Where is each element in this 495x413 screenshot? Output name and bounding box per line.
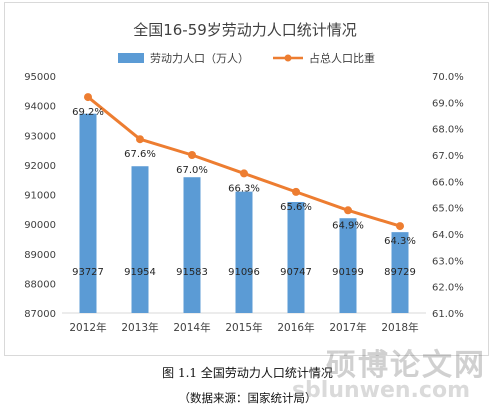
bar-data-label: 91954: [124, 267, 156, 278]
chart-frame: 全国16-59岁劳动力人口统计情况劳动力人口（万人） 占总人口比重 87000 880…: [4, 2, 489, 356]
legend-label-bars: 劳动力人口（万人）: [150, 52, 249, 65]
bar-data-label: 91096: [228, 267, 260, 278]
ratio-data-label: 67.6%: [124, 149, 156, 160]
bar-data-label: 91583: [176, 267, 208, 278]
legend-swatch-bars: [118, 53, 144, 63]
bar: [391, 232, 409, 313]
y-left-tick-label: 91000: [24, 191, 56, 202]
ratio-data-label: 67.0%: [176, 165, 208, 176]
bar-data-label: 90199: [332, 267, 364, 278]
ratio-point: [136, 135, 144, 144]
y-right-tick-label: 62.0%: [432, 283, 464, 294]
ratio-data-label: 65.6%: [280, 202, 312, 213]
y-left-tick-label: 87000: [24, 309, 56, 320]
bar: [235, 191, 253, 313]
bar: [339, 218, 357, 313]
y-right-tick-label: 69.0%: [432, 98, 464, 109]
y-left-tick-label: 88000: [24, 279, 56, 290]
y-right-tick-label: 64.0%: [432, 230, 464, 241]
ratio-data-label: 66.3%: [228, 183, 260, 194]
y-left-tick-label: 95000: [24, 72, 56, 83]
ratio-data-label: 69.2%: [72, 107, 104, 118]
x-tick-label: 2016年: [277, 321, 314, 334]
bar: [287, 201, 305, 313]
ratio-point: [240, 169, 248, 178]
y-left-tick-label: 90000: [24, 220, 56, 231]
bar: [131, 166, 149, 313]
figure-caption: 图 1.1 全国劳动力人口统计情况: [162, 366, 333, 380]
y-right-tick-label: 67.0%: [432, 151, 464, 162]
bar-data-label: 90747: [280, 267, 312, 278]
y-right-tick-label: 61.0%: [432, 309, 464, 320]
bar-data-label: 93727: [72, 267, 104, 278]
y-right-tick-label: 63.0%: [432, 256, 464, 267]
y-right-tick-label: 66.0%: [432, 177, 464, 188]
x-tick-label: 2017年: [329, 321, 366, 334]
y-right-tick-label: 65.0%: [432, 204, 464, 215]
legend-marker-line: [284, 54, 292, 62]
x-tick-label: 2014年: [173, 321, 210, 334]
y-left-tick-label: 92000: [24, 161, 56, 172]
ratio-data-label: 64.3%: [384, 236, 416, 247]
ratio-data-label: 64.9%: [332, 220, 364, 231]
legend-label-line: 占总人口比重: [309, 51, 375, 65]
bar: [79, 113, 97, 314]
x-tick-label: 2015年: [225, 321, 262, 334]
y-right-tick-label: 70.0%: [432, 72, 464, 83]
x-tick-label: 2018年: [381, 321, 418, 334]
bar: [183, 177, 201, 313]
x-tick-label: 2013年: [121, 321, 158, 334]
y-right-tick-label: 68.0%: [432, 125, 464, 136]
ratio-point: [84, 93, 92, 102]
bar-data-label: 89729: [384, 267, 416, 278]
ratio-point: [188, 151, 196, 159]
ratio-point: [396, 222, 404, 231]
y-left-tick-label: 94000: [24, 102, 56, 113]
figure-source: （数据来源：国家统计局）: [178, 391, 317, 405]
y-left-tick-label: 93000: [24, 131, 56, 142]
y-left-tick-label: 89000: [24, 250, 56, 261]
ratio-point: [292, 187, 300, 196]
ratio-point: [344, 206, 352, 215]
chart-title: 全国16-59岁劳动力人口统计情况: [133, 21, 357, 39]
x-tick-label: 2012年: [69, 321, 106, 334]
